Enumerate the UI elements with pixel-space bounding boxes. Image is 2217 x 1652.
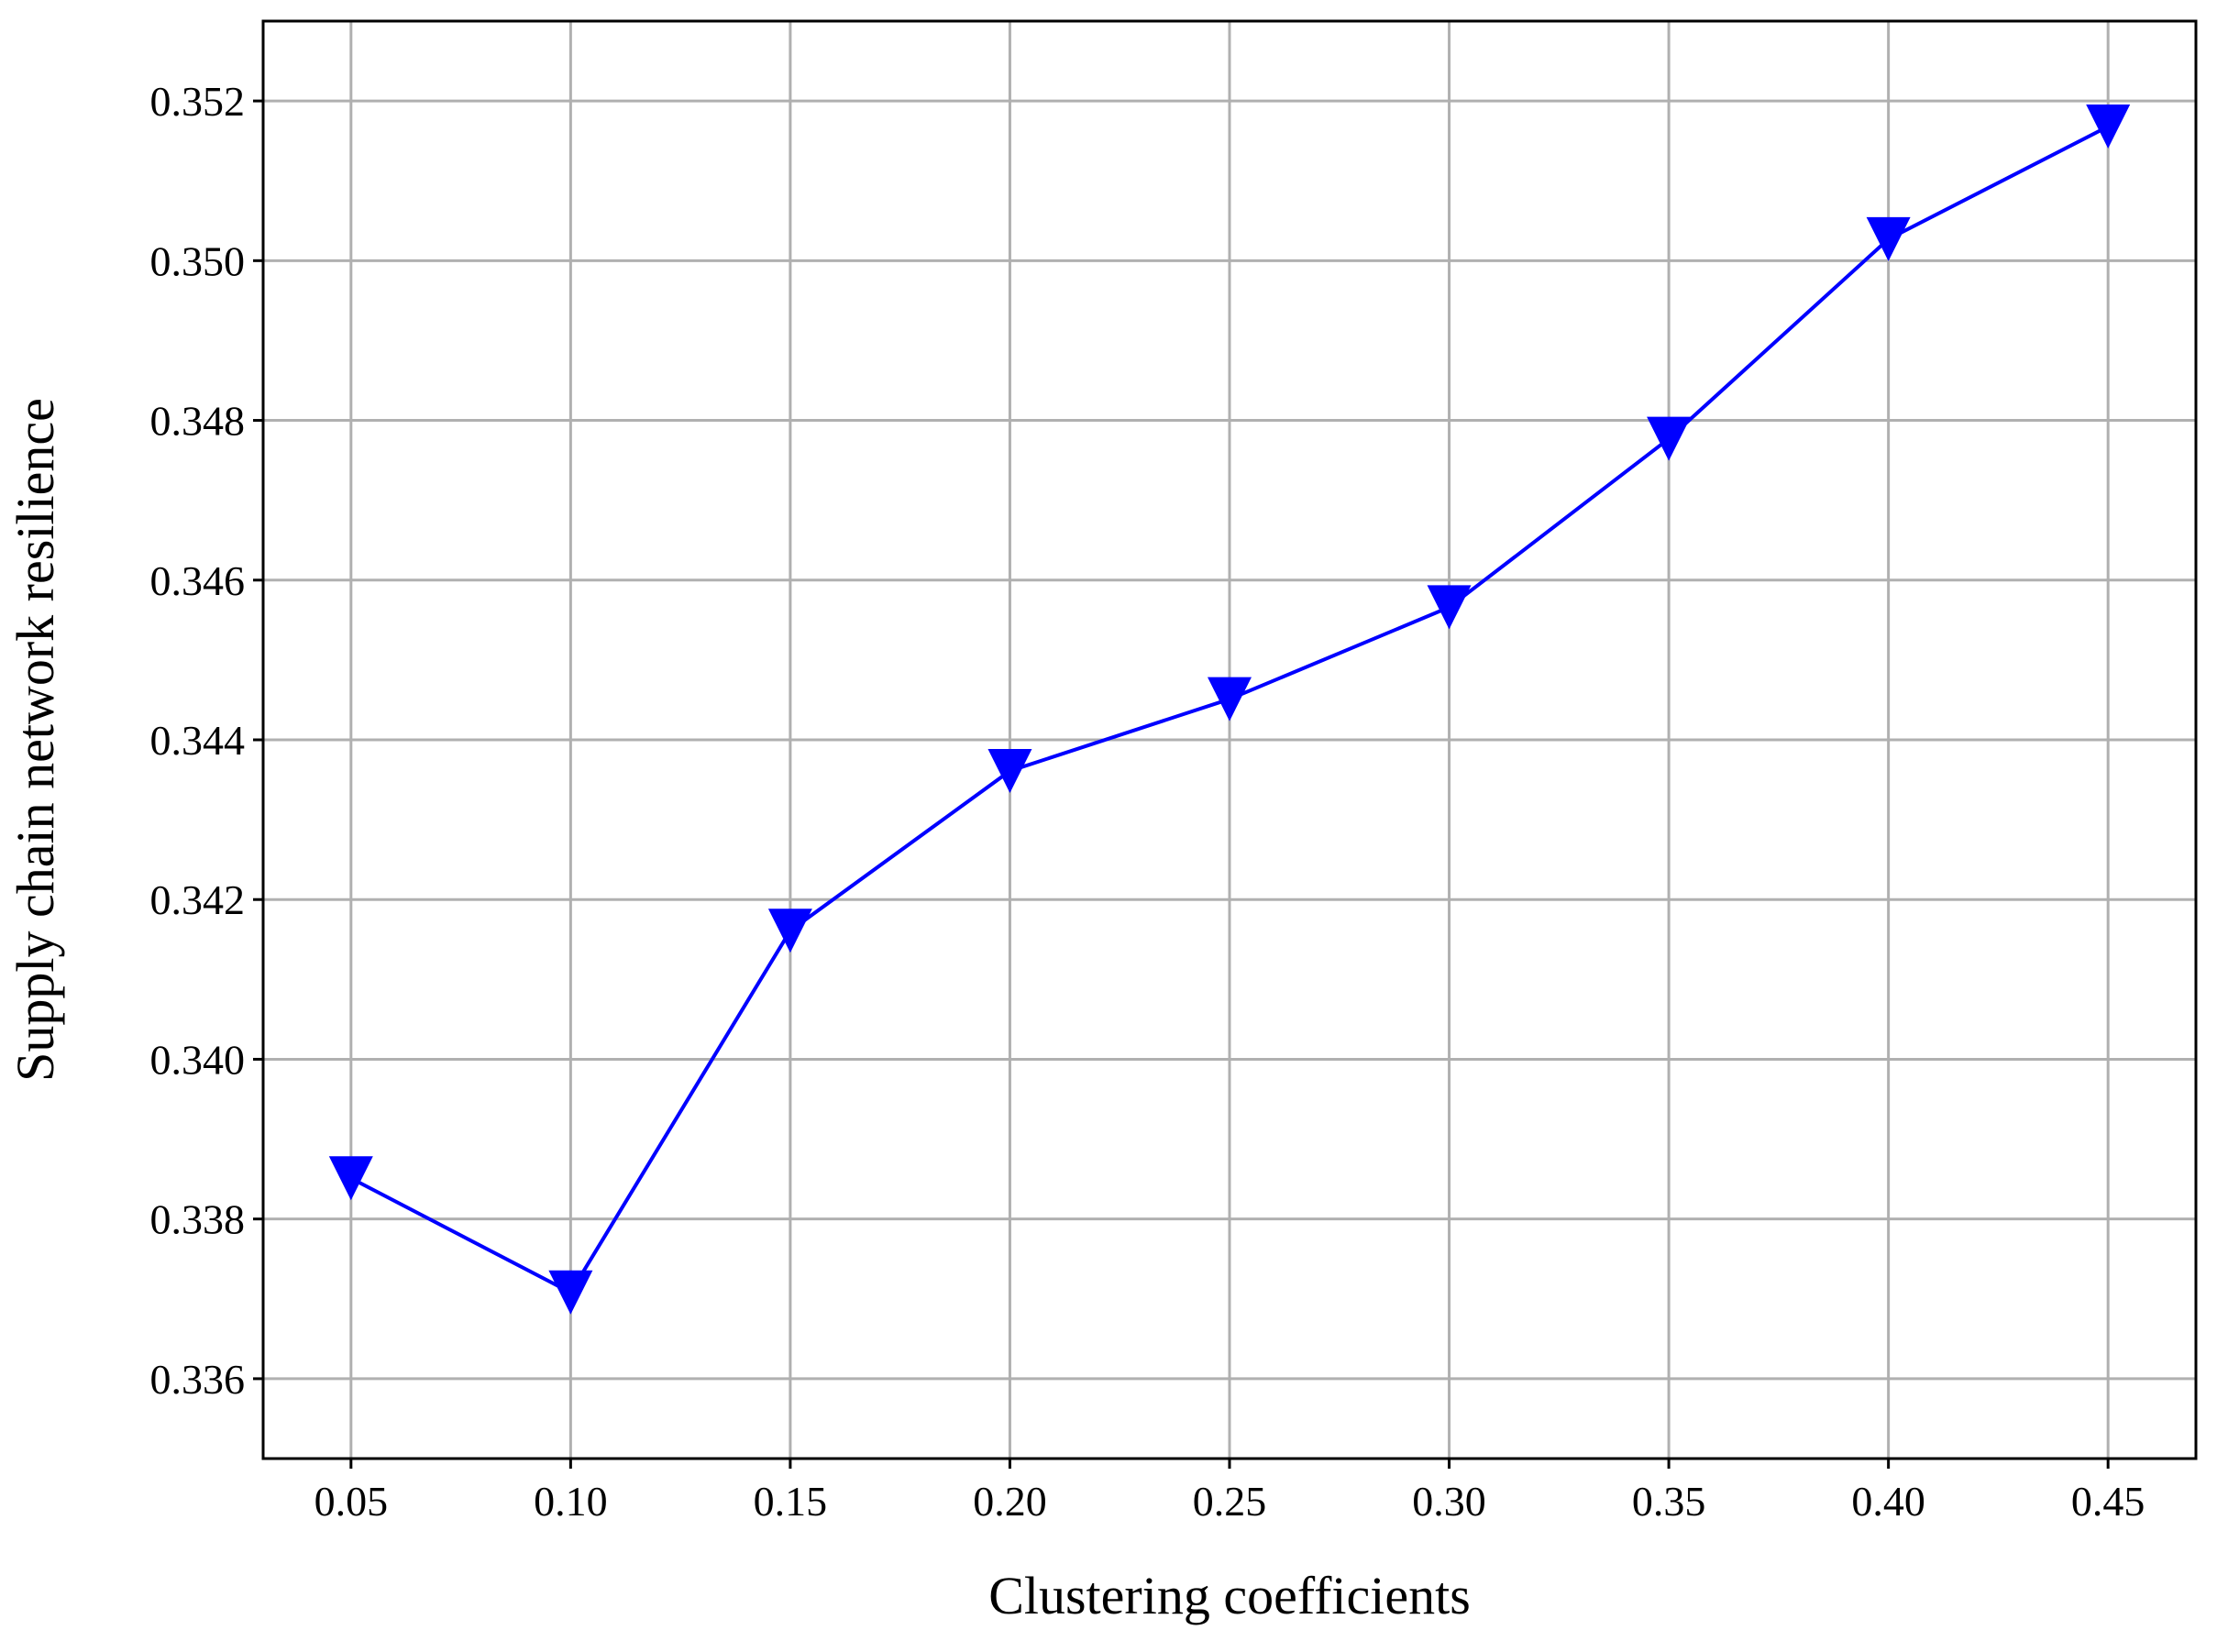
data-marker bbox=[2086, 104, 2131, 149]
y-tick-label: 0.352 bbox=[150, 78, 246, 125]
y-tick-label: 0.346 bbox=[150, 557, 246, 604]
y-tick-label: 0.344 bbox=[150, 717, 246, 764]
x-tick-label: 0.25 bbox=[1193, 1478, 1267, 1525]
y-tick-label: 0.350 bbox=[150, 237, 246, 284]
plot-frame bbox=[261, 19, 2198, 1460]
x-tick-label: 0.35 bbox=[1632, 1478, 1706, 1525]
x-axis-label: Clustering coefficients bbox=[988, 1566, 1471, 1625]
x-tick-label: 0.30 bbox=[1412, 1478, 1486, 1525]
y-tick-label: 0.336 bbox=[150, 1356, 246, 1403]
data-marker bbox=[1427, 585, 1472, 630]
x-tick-label: 0.45 bbox=[2071, 1478, 2145, 1525]
data-marker bbox=[328, 1156, 373, 1201]
data-marker bbox=[767, 909, 812, 953]
x-tick-label: 0.10 bbox=[534, 1478, 608, 1525]
data-marker bbox=[1866, 216, 1911, 261]
x-tick-label: 0.20 bbox=[973, 1478, 1047, 1525]
y-tick-label: 0.340 bbox=[150, 1036, 246, 1083]
data-marker bbox=[1647, 416, 1692, 461]
x-tick-label: 0.15 bbox=[754, 1478, 828, 1525]
y-tick-label: 0.348 bbox=[150, 398, 246, 445]
y-tick-label: 0.342 bbox=[150, 876, 246, 923]
y-tick-label: 0.338 bbox=[150, 1196, 246, 1243]
x-tick-label: 0.40 bbox=[1851, 1478, 1925, 1525]
y-axis-label: Supply chain network resilience bbox=[6, 398, 65, 1082]
x-tick-label: 0.05 bbox=[314, 1478, 389, 1525]
data-marker bbox=[987, 748, 1032, 793]
data-marker bbox=[1208, 677, 1252, 721]
data-marker bbox=[548, 1270, 593, 1315]
